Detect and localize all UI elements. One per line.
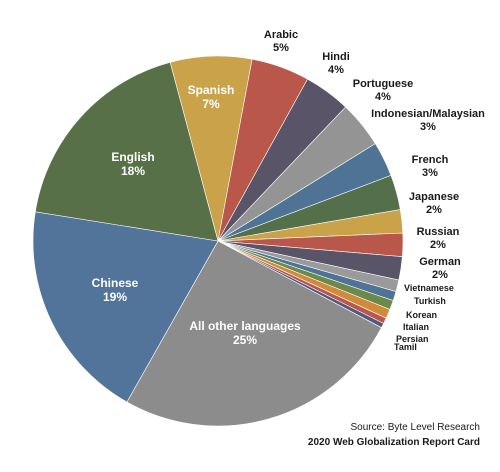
pie-labels: Spanish 7%Arabic 5%Hindi 4%Portuguese 4%Indo… <box>92 29 485 352</box>
slice-chinese <box>32 211 219 403</box>
label-arabic: Arabic 5% <box>264 29 298 54</box>
label-spanish: Spanish 7% <box>188 83 235 111</box>
label-persian: Persian <box>396 334 429 344</box>
label-value: 7% <box>202 97 220 111</box>
label-chinese: Chinese 19% <box>92 276 139 304</box>
label-name: Arabic <box>264 29 298 41</box>
label-indonesian-malaysian: Indonesian/Malaysian 3% <box>371 108 485 133</box>
slice-all-other-languages <box>126 240 382 427</box>
label-name: Portuguese <box>353 78 414 90</box>
label-all-other-languages: All other languages 25% <box>189 319 301 347</box>
label-value: 3% <box>420 121 436 133</box>
label-italian: Italian <box>403 322 429 332</box>
label-name: Tamil <box>394 342 417 352</box>
label-tamil: Tamil <box>394 342 417 352</box>
label-name: Indonesian/Malaysian <box>371 108 485 120</box>
label-name: Italian <box>403 322 429 332</box>
label-name: English <box>111 150 154 164</box>
pie-slices <box>32 55 404 427</box>
label-french: French 3% <box>412 154 449 179</box>
source-note: Source: Byte Level Research <box>350 422 480 433</box>
label-name: Hindi <box>322 51 350 63</box>
label-portuguese: Portuguese 4% <box>353 78 414 103</box>
slice-english <box>34 61 219 242</box>
label-name: Spanish <box>188 83 235 97</box>
label-name: Russian <box>417 226 460 238</box>
label-value: 4% <box>375 91 391 103</box>
label-english: English 18% <box>111 150 154 178</box>
label-value: 2% <box>432 269 448 281</box>
label-value: 2% <box>430 239 446 251</box>
label-name: French <box>412 154 449 166</box>
label-name: Chinese <box>92 276 139 290</box>
label-name: Vietnamese <box>404 283 454 293</box>
label-russian: Russian 2% <box>417 226 460 251</box>
label-name: Korean <box>406 310 437 320</box>
label-japanese: Japanese 2% <box>409 191 459 216</box>
label-name: Turkish <box>414 296 446 306</box>
label-value: 18% <box>121 164 145 178</box>
label-value: 19% <box>103 290 127 304</box>
label-german: German 2% <box>419 256 461 281</box>
label-value: 3% <box>422 167 438 179</box>
label-value: 5% <box>273 42 289 54</box>
label-hindi: Hindi 4% <box>322 51 350 76</box>
label-name: Japanese <box>409 191 459 203</box>
label-turkish: Turkish <box>414 296 446 306</box>
label-korean: Korean <box>406 310 437 320</box>
label-vietnamese: Vietnamese <box>404 283 454 293</box>
label-name: Persian <box>396 334 429 344</box>
label-name: All other languages <box>189 319 301 333</box>
report-title: 2020 Web Globalization Report Card <box>307 437 480 448</box>
label-name: German <box>419 256 461 268</box>
label-value: 4% <box>328 64 344 76</box>
label-value: 2% <box>426 204 442 216</box>
label-value: 25% <box>233 333 257 347</box>
